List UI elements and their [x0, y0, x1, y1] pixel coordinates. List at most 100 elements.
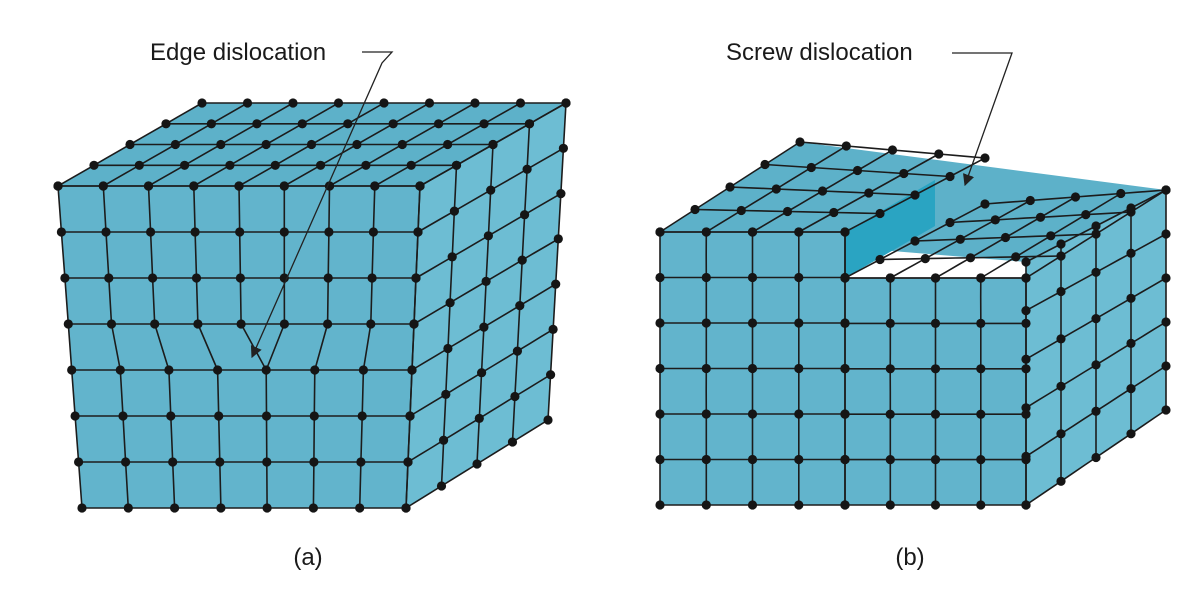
lattice-atom [548, 324, 558, 334]
lattice-atom [1161, 229, 1171, 239]
screw-dislocation-leader-line [952, 52, 1013, 187]
lattice-atom [760, 159, 770, 170]
lattice-atom [439, 435, 449, 445]
lattice-atom [655, 318, 665, 328]
lattice-atom [885, 409, 895, 419]
lattice-atom [451, 160, 462, 170]
lattice-atom [324, 227, 334, 237]
lattice-atom [794, 500, 804, 510]
lattice-atom [701, 318, 711, 328]
lattice-atom [297, 119, 307, 129]
lattice-atom [308, 503, 318, 513]
lattice-atom [370, 181, 380, 191]
lattice-atom [930, 273, 941, 283]
lattice-atom [168, 457, 178, 467]
lattice-atom [840, 273, 850, 283]
lattice-atom [875, 208, 885, 219]
lattice-atom [123, 503, 133, 513]
lattice-atom [411, 273, 421, 283]
lattice-atom [930, 500, 941, 510]
lattice-atom [477, 368, 487, 378]
lattice-atom [89, 160, 99, 170]
lattice-atom [180, 160, 190, 170]
lattice-atom [520, 210, 530, 220]
lattice-atom [551, 279, 561, 289]
edge-side-line [405, 185, 421, 509]
lattice-atom [1070, 192, 1081, 202]
lattice-atom [976, 273, 986, 283]
lattice-atom [236, 319, 246, 329]
lattice-atom [357, 411, 367, 421]
lattice-atom [955, 234, 965, 244]
lattice-atom [1161, 273, 1171, 283]
lattice-atom [1126, 384, 1136, 394]
lattice-atom [701, 363, 711, 374]
lattice-atom [406, 160, 416, 170]
lattice-atom [310, 365, 320, 375]
lattice-atom [1021, 257, 1031, 267]
lattice-atom [234, 181, 244, 191]
lattice-atom [1046, 231, 1056, 241]
lattice-atom [1025, 195, 1035, 206]
lattice-atom [1056, 286, 1066, 297]
edge-side-line [440, 165, 458, 487]
screw-dislocation-label: Screw dislocation [726, 39, 913, 66]
lattice-atom [517, 255, 527, 265]
lattice-atom [405, 411, 415, 421]
lattice-atom [1056, 381, 1066, 391]
lattice-atom [1126, 293, 1136, 303]
edge-front-column-line [147, 185, 176, 509]
lattice-atom [436, 481, 447, 491]
lattice-atom [150, 319, 160, 329]
lattice-atom [118, 411, 128, 421]
lattice-atom [829, 207, 839, 218]
lattice-atom [481, 276, 491, 286]
lattice-atom [368, 227, 378, 237]
lattice-atom [193, 319, 203, 329]
lattice-atom [413, 227, 423, 237]
edge-crystal-atoms [53, 98, 571, 513]
lattice-atom [343, 119, 353, 129]
lattice-atom [885, 500, 895, 510]
lattice-atom [1021, 409, 1031, 419]
lattice-atom [261, 365, 271, 375]
lattice-atom [980, 199, 990, 209]
lattice-atom [1000, 232, 1011, 243]
lattice-atom [235, 227, 245, 237]
lattice-atom [546, 370, 556, 380]
lattice-atom [934, 149, 944, 159]
lattice-atom [817, 186, 828, 196]
lattice-atom [524, 119, 535, 129]
lattice-atom [1126, 203, 1136, 213]
lattice-atom [747, 454, 758, 465]
lattice-atom [840, 227, 850, 237]
lattice-atom [1091, 360, 1101, 370]
lattice-atom [356, 457, 366, 467]
lattice-atom [782, 206, 793, 217]
lattice-atom [701, 272, 711, 283]
lattice-atom [379, 98, 389, 108]
edge-side-line [511, 123, 531, 443]
lattice-atom [261, 139, 271, 150]
edge-dislocation-label: Edge dislocation [150, 39, 326, 66]
lattice-atom [875, 254, 885, 265]
lattice-atom [747, 227, 758, 237]
lattice-atom [655, 409, 665, 419]
lattice-atom [1021, 364, 1031, 374]
lattice-atom [655, 454, 665, 465]
lattice-atom [213, 365, 223, 375]
lattice-atom [323, 273, 333, 283]
lattice-atom [358, 365, 368, 375]
lattice-atom [1056, 334, 1066, 344]
lattice-atom [309, 411, 319, 421]
lattice-atom [1011, 252, 1021, 262]
lattice-atom [976, 409, 986, 419]
lattice-atom [1056, 251, 1066, 261]
lattice-atom [352, 139, 362, 150]
lattice-atom [225, 160, 235, 170]
edge-front-column-line [102, 185, 130, 509]
lattice-atom [841, 141, 851, 151]
lattice-atom [316, 160, 326, 170]
lattice-atom [1126, 248, 1136, 258]
